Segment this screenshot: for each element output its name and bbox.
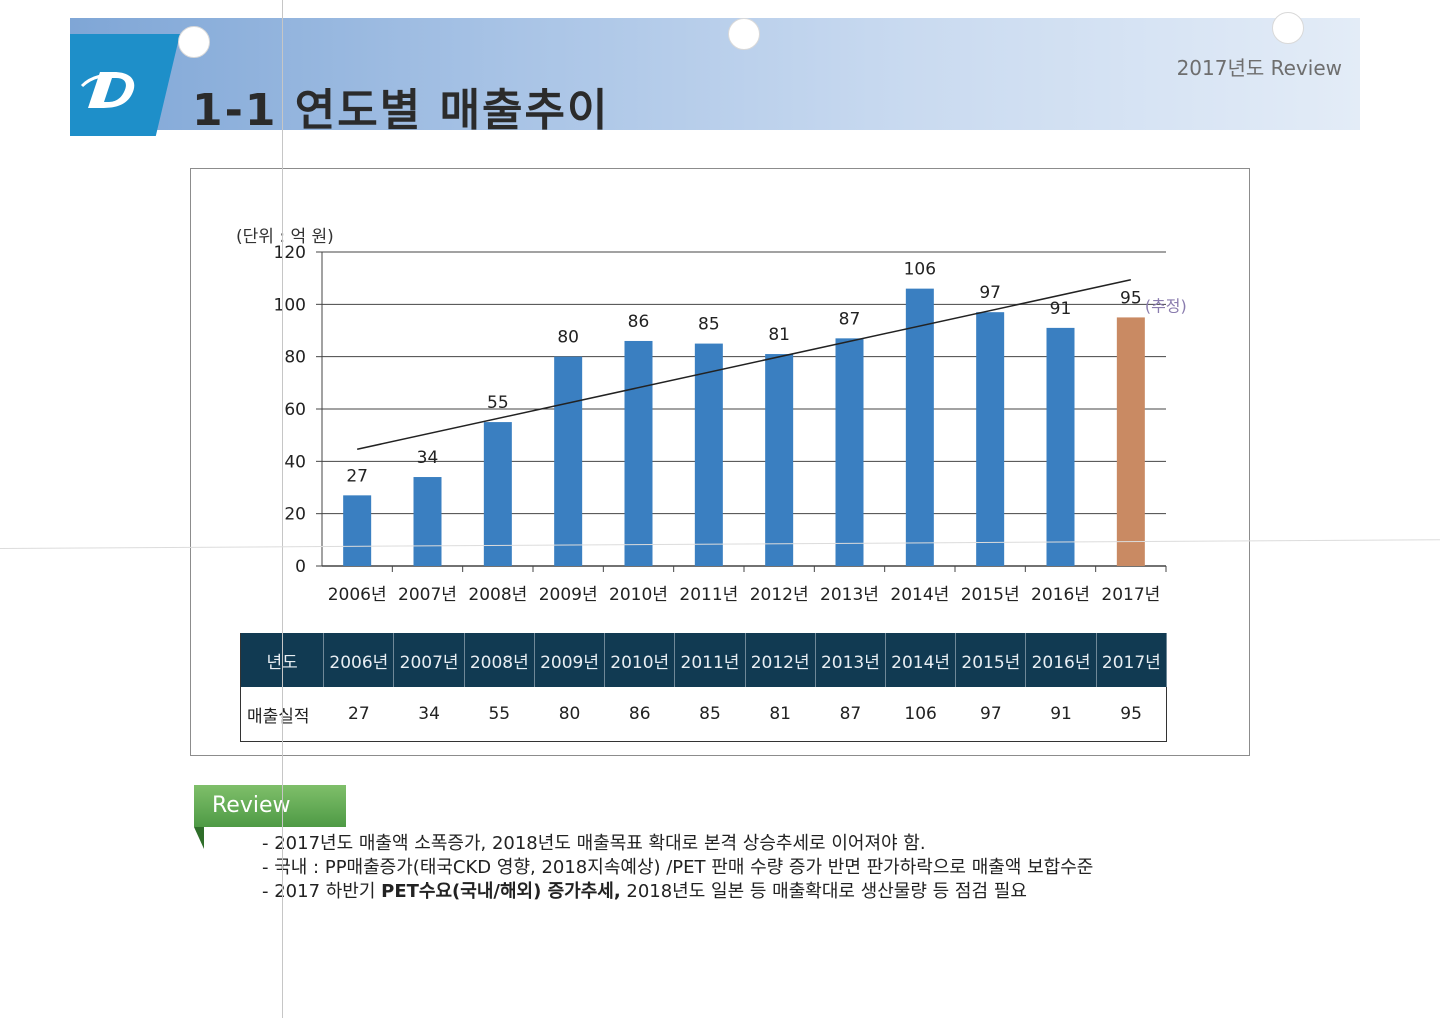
punch-hole: [728, 18, 760, 50]
bar: [554, 356, 583, 566]
y-tick-label: 100: [274, 295, 306, 315]
table-value-cell: 87: [815, 687, 886, 742]
bar: [976, 312, 1005, 566]
bar-value-label: 55: [487, 393, 509, 413]
table-year-header: 2007년: [393, 633, 465, 687]
x-tick-label: 2013년: [820, 585, 879, 605]
review-item: - 2017 하반기 PET수요(국내/해외) 증가추세, 2018년도 일본 …: [262, 881, 1027, 902]
review-item: - 2017년도 매출액 소폭증가, 2018년도 매출목표 확대로 본격 상승…: [262, 833, 926, 854]
table-year-header: 2012년: [745, 633, 816, 687]
table-value-cell: 85: [674, 687, 746, 742]
bar: [413, 477, 442, 566]
y-tick-label: 0: [295, 557, 306, 577]
x-tick-label: 2014년: [890, 585, 949, 605]
table-value-cell: 55: [464, 687, 535, 742]
bar: [483, 422, 512, 566]
table-value-cell: 34: [393, 687, 465, 742]
y-tick-label: 40: [284, 452, 306, 472]
table-year-header: 2016년: [1025, 633, 1097, 687]
scan-artifact-line: [282, 0, 283, 1018]
review-tab: Review: [194, 785, 346, 827]
review-item: - 국내 : PP매출증가(태국CKD 영향, 2018지속예상) /PET 판…: [262, 857, 1094, 878]
table-year-header: 2010년: [604, 633, 676, 687]
table-value-cell: 106: [885, 687, 956, 742]
x-tick-label: 2007년: [398, 585, 457, 605]
bar-value-label: 97: [979, 283, 1001, 303]
bar: [694, 343, 723, 566]
table-year-header: 2008년: [464, 633, 535, 687]
y-tick-label: 120: [274, 243, 306, 263]
bar: [905, 288, 934, 566]
x-tick-label: 2015년: [961, 585, 1020, 605]
table-value-cell: 80: [534, 687, 605, 742]
x-tick-label: 2012년: [750, 585, 809, 605]
bar-value-label: 95: [1120, 288, 1142, 308]
x-tick-label: 2006년: [328, 585, 387, 605]
header-tag: 2017년도 Review: [1176, 56, 1342, 80]
table-value-cell: 86: [604, 687, 675, 742]
bar-value-label: 27: [346, 466, 368, 486]
table-year-header: 2011년: [674, 633, 746, 687]
x-tick-label: 2011년: [679, 585, 738, 605]
review-tab-fold: [194, 827, 204, 849]
bar-value-label: 81: [768, 325, 790, 345]
y-tick-label: 20: [284, 505, 306, 525]
table-year-header: 2013년: [815, 633, 887, 687]
bar-value-label: 87: [839, 309, 861, 329]
bar: [765, 354, 794, 566]
bar: [343, 495, 372, 566]
x-tick-label: 2009년: [539, 585, 598, 605]
table-year-header: 2014년: [885, 633, 957, 687]
punch-hole: [178, 26, 210, 58]
stylized-d-logo-icon: [80, 72, 135, 108]
bar-value-label: 34: [417, 448, 439, 468]
sales-data-table: 년도 2006년 2007년 2008년 2009년 2010년 2011년 2012년 20…: [240, 633, 1168, 742]
table-value-cell: 81: [745, 687, 816, 742]
table-year-header: 2015년: [955, 633, 1027, 687]
header-band: [70, 18, 1360, 130]
estimate-note: (추정): [1145, 296, 1187, 315]
bar-value-label: 86: [628, 312, 650, 332]
table-year-header: 2009년: [534, 633, 606, 687]
bar: [835, 338, 864, 566]
table-row: 매출실적 27 34 55 80 86 85 81 87 106 97 91 95: [240, 687, 1167, 742]
y-tick-label: 60: [284, 400, 306, 420]
x-tick-label: 2010년: [609, 585, 668, 605]
chart-unit-label: (단위 : 억 원): [236, 227, 334, 247]
bar-value-label: 91: [1050, 299, 1072, 319]
bar: [1046, 327, 1075, 566]
table-year-header: 2017년: [1096, 633, 1168, 687]
punch-hole: [1272, 12, 1304, 44]
review-list: - 2017년도 매출액 소폭증가, 2018년도 매출목표 확대로 본격 상승…: [262, 832, 1093, 904]
bar-value-label: 85: [698, 315, 720, 335]
x-tick-label: 2008년: [468, 585, 527, 605]
table-value-cell: 91: [1025, 687, 1097, 742]
x-tick-label: 2016년: [1031, 585, 1090, 605]
bar: [624, 340, 653, 566]
trend-line: [357, 279, 1131, 450]
bar-value-label: 80: [557, 328, 579, 348]
y-tick-label: 80: [284, 348, 306, 368]
table-header-row: 년도 2006년 2007년 2008년 2009년 2010년 2011년 2012년 20…: [240, 633, 1168, 687]
table-year-header: 2006년: [323, 633, 395, 687]
bar-value-label: 106: [904, 260, 936, 280]
table-value-cell: 95: [1096, 687, 1167, 742]
table-value-cell: 97: [955, 687, 1026, 742]
bar: [1116, 317, 1145, 566]
page-title: 1-1 연도별 매출추이: [192, 85, 610, 136]
table-value-cell: 27: [323, 687, 394, 742]
x-tick-label: 2017년: [1101, 585, 1160, 605]
sales-bar-chart: 0 20 40 60 80 100 120 27 2006년 34 2007년 55 2008년 80 20…: [274, 243, 1187, 605]
